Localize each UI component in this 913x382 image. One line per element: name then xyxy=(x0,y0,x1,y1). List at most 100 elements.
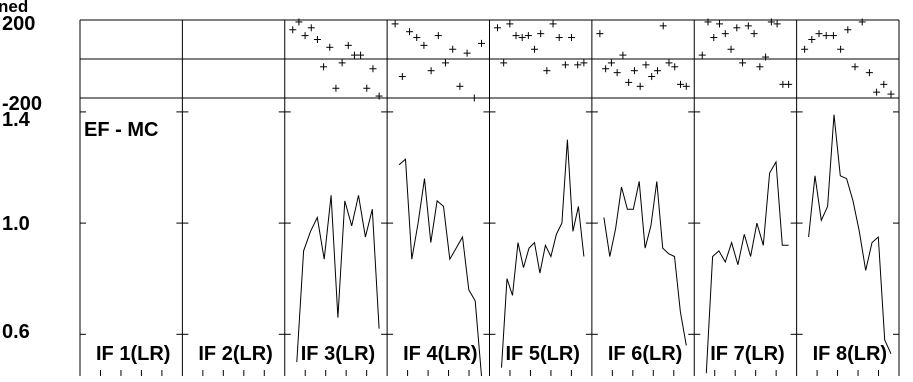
scatter-point xyxy=(801,45,809,53)
scatter-point xyxy=(837,45,845,53)
scatter-point xyxy=(555,34,563,42)
scatter-point xyxy=(350,51,358,59)
scatter-point xyxy=(326,43,334,51)
scatter-point xyxy=(880,80,888,88)
scatter-point xyxy=(413,34,421,42)
label-layer: ned 200 -200 EF - MC 1.4 1.0 0.6 xyxy=(0,0,158,343)
scatter-point xyxy=(295,18,303,26)
scatter-point xyxy=(808,36,816,43)
scatter-point xyxy=(785,80,793,88)
scatter-point xyxy=(659,22,667,30)
scatter-point xyxy=(750,30,758,38)
scatter-point xyxy=(574,61,582,69)
scatter-point xyxy=(756,63,764,71)
panel-names: IF 1(LR) IF 2(LR) IF 3(LR) IF 4(LR) IF 5(LR)… xyxy=(96,343,887,365)
panel-name: IF 2(LR) xyxy=(198,343,272,365)
scatter-point xyxy=(716,20,724,28)
scatter-point xyxy=(561,61,569,69)
top-partial-label: ned xyxy=(0,0,28,16)
scatter-point xyxy=(344,41,352,49)
series-line xyxy=(808,114,892,355)
scatter-point xyxy=(357,51,365,59)
scatter-point xyxy=(549,20,557,28)
scatter-point xyxy=(391,20,399,28)
scatter-point xyxy=(642,61,650,69)
scatter-point xyxy=(506,20,514,28)
scatter-point xyxy=(773,20,781,28)
scatter-point xyxy=(844,26,852,34)
scatter-point xyxy=(568,34,576,42)
scatter-layer xyxy=(289,18,895,102)
scatter-point xyxy=(721,30,729,38)
scatter-point xyxy=(500,59,508,67)
line-layer xyxy=(296,114,892,377)
series-line xyxy=(398,158,482,377)
scatter-point xyxy=(744,22,752,30)
scatter-point xyxy=(829,32,837,40)
panel-name: IF 6(LR) xyxy=(608,343,682,365)
scatter-point xyxy=(427,67,435,75)
scatter-point xyxy=(398,73,406,81)
scatter-point xyxy=(518,34,526,42)
scatter-point xyxy=(767,18,775,26)
scatter-point xyxy=(710,34,718,42)
scatter-point xyxy=(607,59,615,67)
scatter-point xyxy=(338,59,346,67)
panel-name: IF 8(LR) xyxy=(813,343,887,365)
scatter-point xyxy=(470,94,478,102)
scatter-point xyxy=(543,67,551,75)
scatter-point xyxy=(851,63,859,71)
series-line xyxy=(501,139,585,368)
scatter-point xyxy=(537,30,545,38)
scatter-point xyxy=(671,63,679,71)
scatter-point xyxy=(676,80,684,88)
bottom-ytick-label-0.6: 0.6 xyxy=(2,321,30,343)
series-line xyxy=(705,160,789,374)
scatter-point xyxy=(420,41,428,49)
scatter-point xyxy=(619,51,627,59)
scatter-point xyxy=(613,69,621,77)
top-panel-ymax-label: 200 xyxy=(2,13,35,35)
scatter-point xyxy=(512,32,520,40)
scatter-point xyxy=(665,59,673,67)
scatter-point xyxy=(698,51,706,59)
series-line xyxy=(296,195,380,363)
series-line xyxy=(603,181,687,346)
scatter-point xyxy=(478,39,485,47)
scatter-point xyxy=(858,18,866,26)
scatter-point xyxy=(653,67,661,75)
scatter-point xyxy=(596,30,604,38)
scatter-point xyxy=(602,65,610,73)
bottom-ytick-label-1.0: 1.0 xyxy=(2,213,30,235)
top-panel-ymin-label: -200 xyxy=(2,93,42,115)
bottom-panel-label: EF - MC xyxy=(84,119,158,141)
scatter-point xyxy=(625,78,633,86)
panel-name: IF 1(LR) xyxy=(96,343,170,365)
scatter-point xyxy=(815,30,823,38)
scatter-point xyxy=(442,59,450,67)
scatter-point xyxy=(524,32,532,40)
panel-name: IF 7(LR) xyxy=(710,343,784,365)
panel-name: IF 5(LR) xyxy=(506,343,580,365)
scatter-point xyxy=(463,49,471,57)
scatter-point xyxy=(762,53,770,61)
scatter-point xyxy=(363,84,371,92)
scatter-point xyxy=(369,65,377,73)
panel-dividers xyxy=(181,20,798,376)
scatter-point xyxy=(704,18,712,26)
scatter-point xyxy=(434,32,442,40)
scatter-point xyxy=(289,26,297,34)
panel-name: IF 4(LR) xyxy=(403,343,477,365)
scatter-point xyxy=(332,84,340,92)
scatter-point xyxy=(648,73,656,81)
scatter-point xyxy=(531,45,539,53)
scatter-point xyxy=(494,24,501,32)
scatter-point xyxy=(636,82,644,90)
scatter-point xyxy=(307,24,315,32)
scatter-point xyxy=(456,82,464,90)
scatter-point xyxy=(320,63,328,71)
scatter-point xyxy=(449,45,457,53)
scatter-point xyxy=(822,32,830,40)
scatter-point xyxy=(739,59,747,67)
